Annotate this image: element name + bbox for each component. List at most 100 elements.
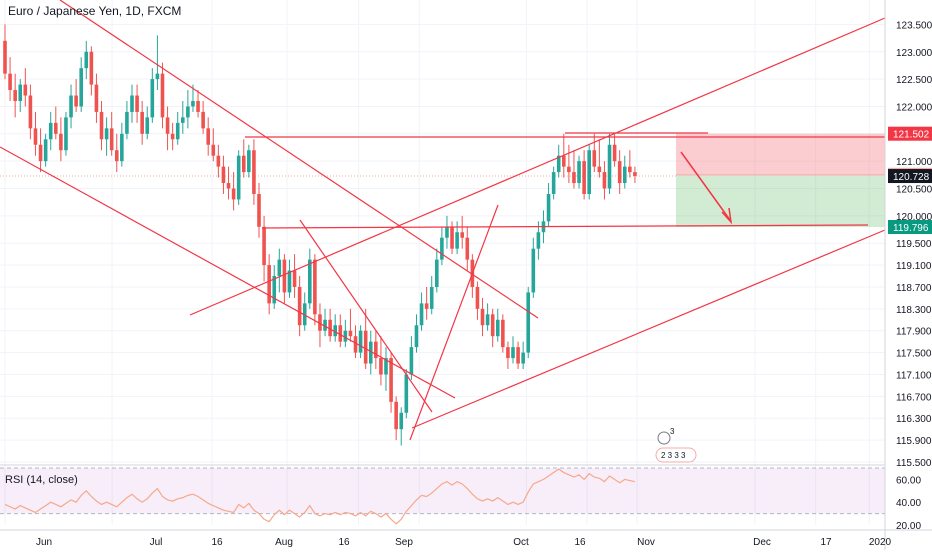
candle-down	[23, 84, 28, 96]
alert-count: 3	[670, 427, 675, 436]
candle-up	[333, 325, 337, 337]
price-tick-label: 117.900	[896, 327, 932, 338]
candle-down	[480, 308, 485, 326]
candle-down	[74, 95, 78, 107]
candle-down	[582, 161, 586, 194]
ascending-channel-upper	[189, 17, 886, 316]
time-tick-label: 17	[820, 537, 832, 548]
time-tick-label: Dec	[753, 537, 771, 548]
ascending-channel-lower	[411, 229, 886, 429]
candle-up	[622, 166, 627, 184]
candle-down	[8, 73, 12, 91]
price-tick-label: 119.100	[896, 261, 932, 272]
candle-up	[323, 319, 327, 331]
rsi-pane	[0, 464, 885, 525]
candle-down	[389, 358, 393, 402]
candle-up	[404, 374, 409, 413]
projection-arrow	[680, 151, 731, 221]
breakout-line	[409, 204, 499, 441]
price-badge-label: 121.502	[893, 130, 930, 141]
candle-down	[33, 128, 38, 145]
event-chip-label: 2 3 3 3	[661, 451, 686, 460]
candle-up	[308, 259, 312, 304]
candle-up	[536, 232, 541, 249]
candle-up	[247, 150, 251, 173]
candle-down	[328, 319, 332, 337]
candle-down	[363, 330, 368, 364]
position-zones	[0, 133, 885, 228]
downtrend-lower-line	[0, 146, 456, 399]
candle-down	[374, 341, 378, 359]
candle-down	[89, 51, 94, 85]
candle-down	[94, 84, 99, 112]
candle-down	[450, 226, 454, 249]
candle-down	[633, 172, 637, 176]
time-tick-label: 16	[211, 537, 223, 548]
candle-up	[440, 237, 444, 260]
chart-title: Euro / Japanese Yen, 1D, FXCM	[8, 4, 182, 18]
candle-up	[48, 122, 53, 140]
candle-up	[435, 259, 439, 287]
candle-up	[43, 139, 48, 162]
candle-down	[216, 155, 221, 167]
candle-up	[277, 259, 282, 277]
candle-down	[160, 73, 165, 118]
candle-up	[419, 303, 424, 326]
candle-up	[455, 232, 459, 249]
candle-up	[104, 128, 109, 140]
price-tick-label: 120.500	[896, 185, 932, 196]
candle-down	[99, 111, 104, 140]
time-tick-label: 2020	[869, 537, 892, 548]
downtrend-upper-line	[59, 0, 539, 319]
candle-down	[196, 100, 200, 112]
candle-up	[79, 68, 83, 107]
price-tick-label: 122.000	[896, 102, 932, 113]
candle-up	[511, 347, 515, 359]
event-markers: 3 2 3 3 3	[655, 427, 697, 463]
candle-down	[516, 347, 520, 364]
candle-up	[546, 193, 551, 222]
rsi-tick-label: 20.00	[896, 521, 921, 532]
target-zone	[676, 174, 885, 228]
candle-down	[231, 188, 236, 200]
candle-down	[597, 166, 602, 173]
trendlines	[0, 0, 886, 441]
candle-up	[18, 84, 23, 101]
candle-down	[592, 150, 597, 167]
price-tick-label: 116.300	[896, 414, 932, 425]
price-tick-label: 117.100	[896, 370, 932, 381]
candle-up	[84, 51, 89, 69]
price-tick-label: 115.900	[896, 436, 932, 447]
alert-icon	[657, 431, 671, 445]
candle-up	[445, 226, 449, 238]
candle-down	[490, 314, 495, 337]
candle-up	[272, 276, 277, 304]
candle-down	[262, 226, 266, 266]
candle-up	[69, 95, 73, 118]
candle-down	[267, 265, 271, 304]
candle-up	[125, 111, 129, 134]
time-tick-label: Jul	[150, 537, 163, 548]
candle-up	[236, 155, 241, 200]
candle-up	[181, 117, 185, 123]
time-tick-label: Aug	[275, 537, 293, 548]
candle-down	[338, 325, 343, 342]
price-badge-label: 120.728	[893, 172, 930, 183]
time-tick-label: Jun	[36, 537, 52, 548]
price-tick-label: 123.500	[896, 20, 932, 31]
candle-down	[28, 95, 33, 129]
candle-down	[221, 166, 226, 184]
candle-down	[3, 40, 7, 74]
candle-down	[241, 155, 246, 173]
candle-up	[399, 412, 404, 430]
candle-down	[506, 347, 510, 359]
candle-up	[358, 330, 363, 353]
candle-down	[617, 161, 622, 184]
candle-down	[318, 314, 322, 331]
candle-down	[348, 330, 353, 337]
candle-up	[175, 122, 180, 140]
candle-up	[485, 314, 490, 326]
price-tick-label: 120.000	[896, 212, 932, 223]
